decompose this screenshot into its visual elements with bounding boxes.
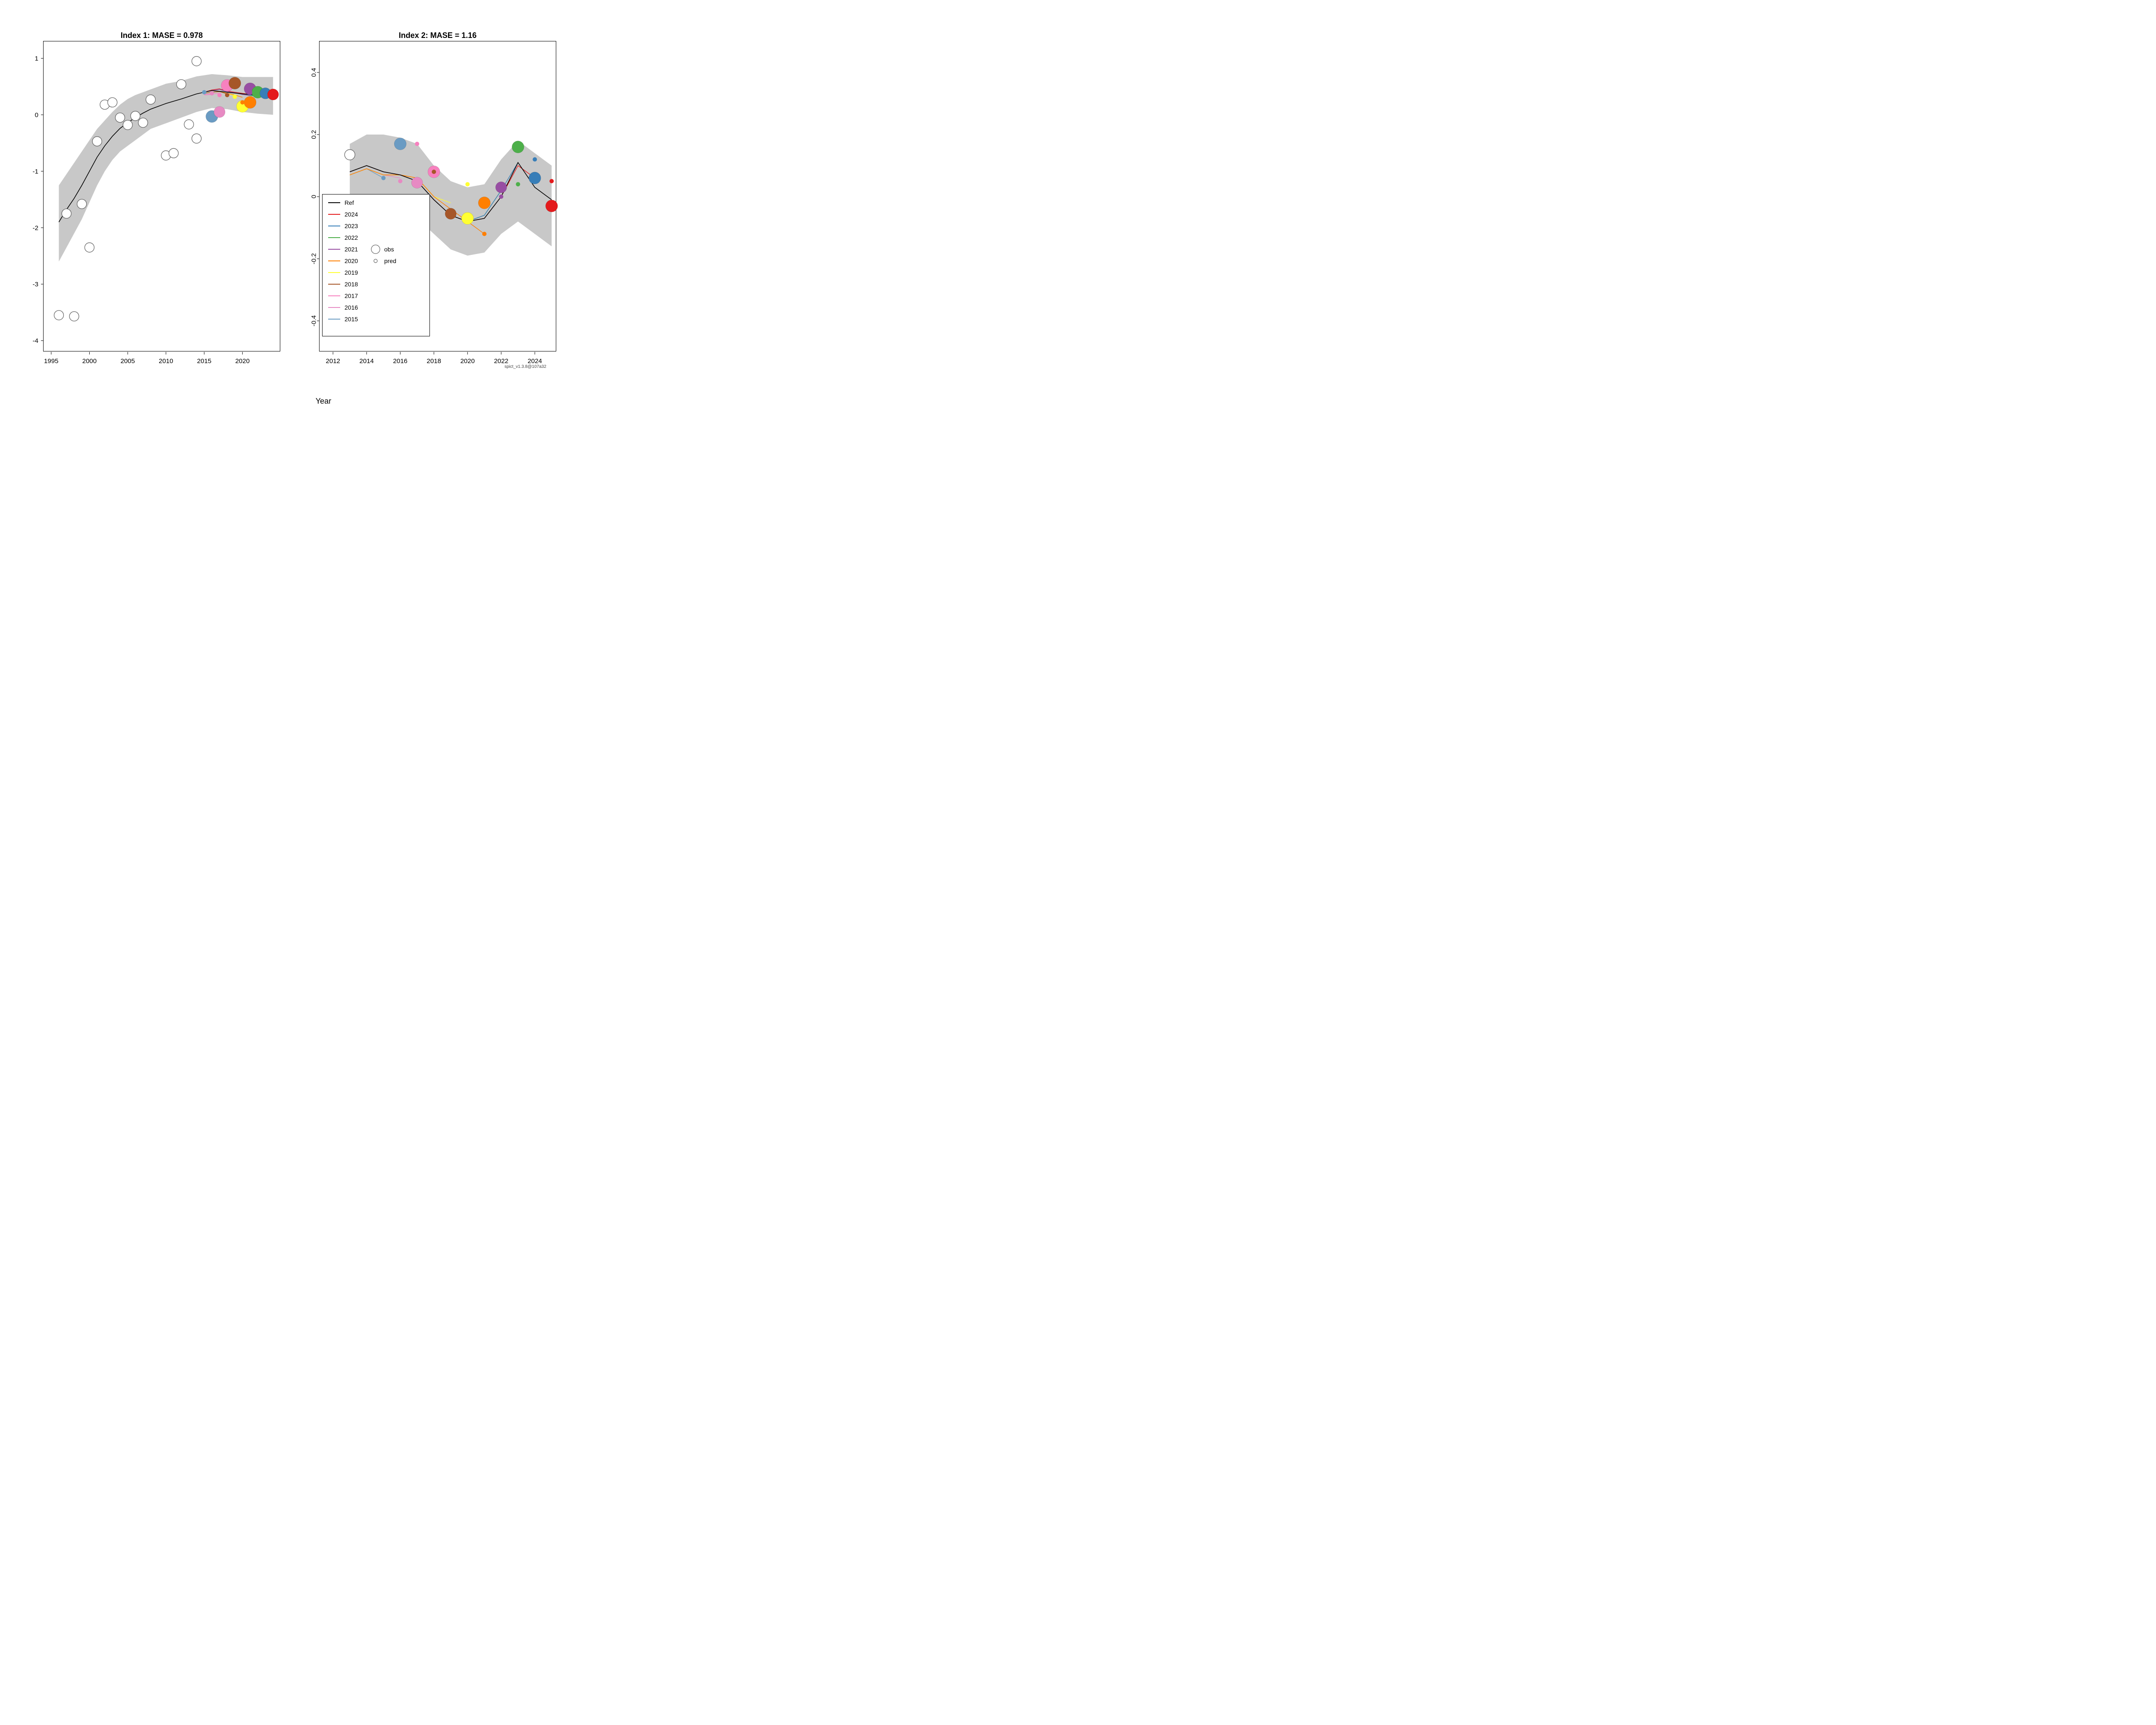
x-tick-label: 2018 (427, 358, 441, 365)
x-tick-label: 1995 (44, 358, 58, 365)
peel-obs-marker (445, 208, 456, 220)
legend-label: 2018 (345, 281, 358, 288)
x-tick-label: 2000 (82, 358, 97, 365)
peel-obs-marker (411, 177, 423, 188)
legend-label: 2024 (345, 211, 358, 218)
y-tick-label: -4 (33, 337, 38, 345)
pred-marker (398, 179, 402, 183)
legend-label: 2022 (345, 234, 358, 241)
pred-marker (210, 91, 214, 95)
panel1-title: Index 1: MASE = 0.978 (43, 31, 280, 40)
x-tick-label: 2015 (197, 358, 211, 365)
y-tick-label: -1 (33, 168, 38, 175)
obs-point (123, 120, 132, 130)
footer-note: spict_v1.3.8@107a32 (505, 364, 546, 369)
obs-point (345, 150, 355, 160)
legend-label: 2023 (345, 223, 358, 229)
pred-marker (549, 179, 554, 183)
peel-obs-marker (545, 200, 558, 212)
y-tick-label: -0.2 (310, 253, 317, 264)
obs-point (176, 79, 186, 89)
pred-marker (381, 176, 385, 180)
x-tick-label: 2010 (159, 358, 173, 365)
panel1-svg: 199520002005201020152020-4-3-2-101 (44, 41, 281, 352)
obs-point (192, 56, 201, 66)
obs-point (192, 134, 201, 143)
pred-marker (516, 182, 520, 186)
obs-point (54, 310, 63, 320)
pred-marker (415, 142, 419, 146)
y-tick-label: -0.4 (310, 315, 317, 326)
legend: Ref 2024 2023 2022 2021 2020 2019 2018 2017 2016 2… (322, 194, 430, 336)
peel-obs-marker (529, 172, 541, 184)
legend-label: 2016 (345, 304, 358, 311)
legend-symbol-label: pred (384, 257, 396, 264)
pred-marker (271, 94, 275, 99)
obs-point (85, 243, 94, 252)
x-tick-label: 2012 (326, 358, 340, 365)
x-tick-label: 2005 (120, 358, 135, 365)
panel1-plot-area: 199520002005201020152020-4-3-2-101 (43, 41, 280, 351)
pred-marker (465, 182, 470, 186)
peel-obs-marker (229, 77, 241, 89)
pred-marker (240, 100, 244, 104)
peel-obs-marker (214, 107, 225, 118)
y-tick-label: -3 (33, 281, 38, 288)
pred-marker (217, 93, 222, 97)
obs-point (184, 119, 194, 129)
peel-obs-marker (461, 212, 473, 224)
pred-marker (233, 94, 237, 99)
x-tick-label: 2020 (235, 358, 250, 365)
legend-label: 2019 (345, 269, 358, 276)
panel2-title: Index 2: MASE = 1.16 (319, 31, 556, 40)
x-axis-label: Year (0, 397, 647, 406)
pred-marker (432, 169, 436, 174)
y-tick-label: 0 (35, 111, 38, 119)
peel-obs-marker (244, 96, 256, 108)
y-tick-label: 1 (35, 55, 38, 63)
pred-marker (263, 93, 268, 97)
pred-marker (225, 93, 229, 97)
peel-obs-marker (495, 182, 507, 193)
obs-point (77, 199, 87, 209)
obs-point (115, 113, 125, 122)
y-tick-label: -2 (33, 224, 38, 232)
legend-label: 2015 (345, 316, 358, 323)
peel-obs-marker (512, 141, 524, 153)
legend-symbol-label: obs (384, 246, 394, 253)
peel-obs-marker (478, 197, 490, 209)
legend-symbol (374, 259, 377, 263)
obs-point (69, 312, 79, 321)
obs-point (108, 97, 117, 107)
y-tick-label: 0.2 (310, 130, 317, 139)
pred-marker (499, 194, 503, 199)
obs-point (169, 148, 179, 158)
x-tick-label: 2020 (461, 358, 475, 365)
legend-label: Ref (345, 199, 354, 206)
peel-obs-marker (394, 138, 406, 150)
legend-symbol (371, 245, 380, 254)
pred-marker (482, 232, 486, 236)
legend-label: 2020 (345, 257, 358, 264)
legend-label: 2021 (345, 246, 358, 253)
obs-point (62, 209, 71, 218)
obs-point (131, 111, 140, 121)
legend-label: 2017 (345, 292, 358, 299)
pred-marker (248, 90, 252, 94)
y-tick-label: 0 (310, 195, 317, 198)
obs-point (138, 118, 148, 128)
obs-point (92, 137, 102, 146)
x-tick-label: 2014 (360, 358, 374, 365)
figure: Index 1: MASE = 0.978 199520002005201020… (0, 0, 647, 431)
legend-box (323, 194, 430, 336)
pred-marker (202, 90, 207, 94)
pred-marker (256, 94, 260, 98)
y-tick-label: 0.4 (310, 68, 317, 77)
x-tick-label: 2022 (494, 358, 508, 365)
x-tick-label: 2016 (393, 358, 407, 365)
obs-point (146, 95, 155, 104)
x-tick-label: 2024 (528, 358, 542, 365)
pred-marker (533, 157, 537, 162)
